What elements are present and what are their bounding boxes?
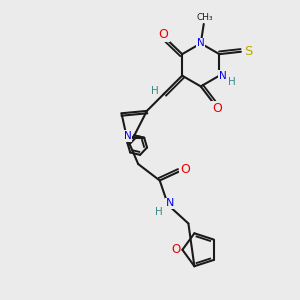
- Text: N: N: [165, 199, 174, 208]
- Text: H: H: [228, 77, 236, 87]
- Text: H: H: [152, 85, 159, 96]
- Text: O: O: [180, 163, 190, 176]
- Text: N: N: [124, 131, 131, 141]
- Text: S: S: [244, 45, 253, 58]
- Text: N: N: [219, 70, 227, 81]
- Text: H: H: [155, 207, 163, 218]
- Text: O: O: [212, 102, 222, 115]
- Text: CH₃: CH₃: [197, 13, 214, 22]
- Text: O: O: [171, 243, 181, 256]
- Text: N: N: [197, 38, 205, 48]
- Text: O: O: [159, 28, 169, 41]
